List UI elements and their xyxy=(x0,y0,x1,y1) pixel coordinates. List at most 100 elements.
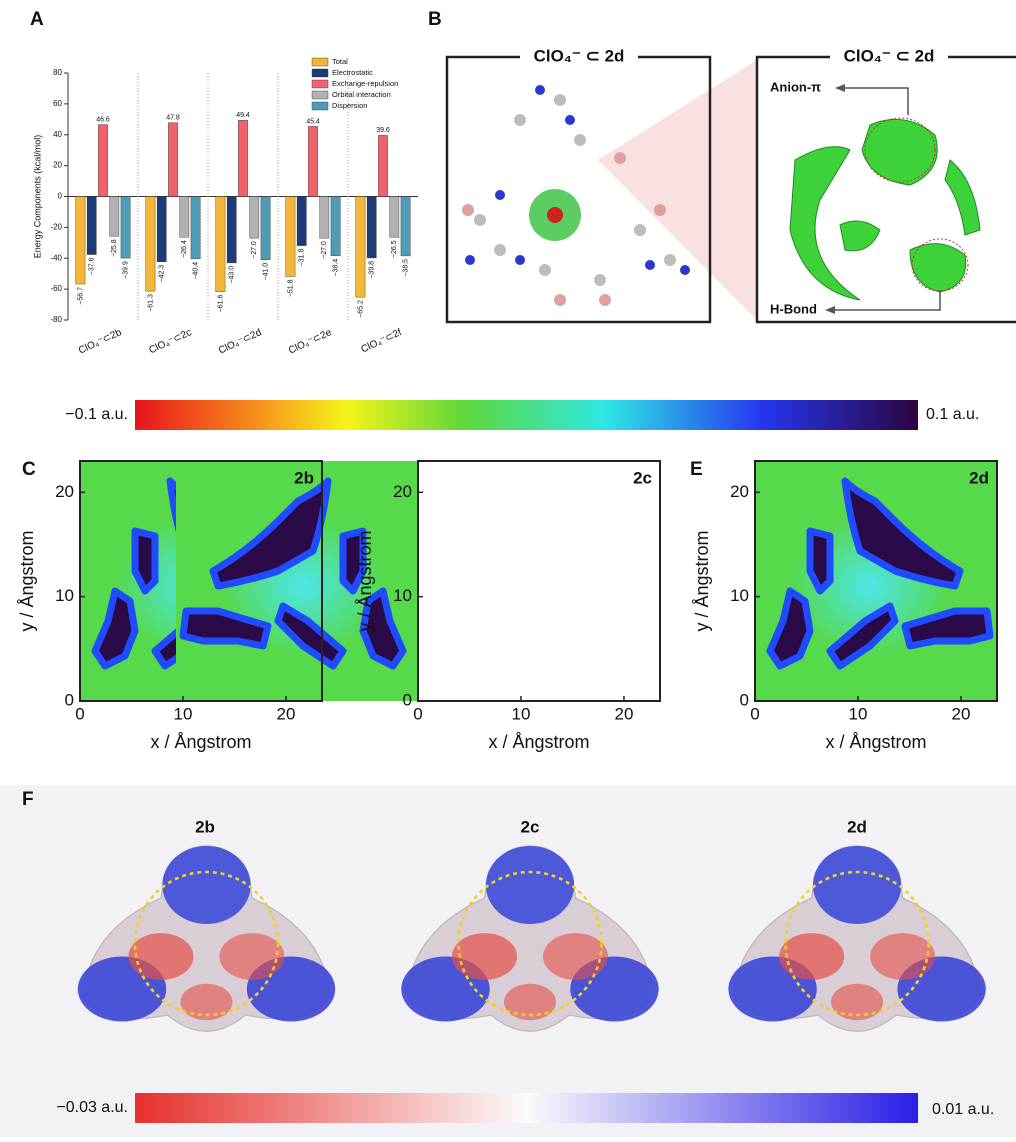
annotation: Anion-π xyxy=(770,79,821,94)
x-tick-label: ClO₄⁻⊂2e xyxy=(287,327,334,357)
bar xyxy=(286,197,295,277)
bar xyxy=(308,126,317,196)
bar xyxy=(157,197,166,262)
x-tick-label: 20 xyxy=(614,704,633,723)
map-label: 2b xyxy=(294,468,314,487)
value-label: −61.3 xyxy=(147,294,154,312)
y-tick-label: 80 xyxy=(53,68,62,77)
structure-label: 2d xyxy=(847,817,867,836)
x-tick-label: 10 xyxy=(174,704,193,723)
value-label: −61.6 xyxy=(217,294,224,312)
bar xyxy=(331,197,340,256)
x-tick-label: ClO₄⁻⊂2d xyxy=(217,327,263,356)
y-tick-label: 10 xyxy=(730,586,749,605)
value-label: 49.4 xyxy=(236,112,250,119)
colorbar xyxy=(135,400,918,430)
bar xyxy=(168,123,177,197)
box-title: ClO₄⁻ ⊂ 2d xyxy=(534,46,625,65)
value-label: −31.8 xyxy=(299,248,306,266)
bar xyxy=(87,197,96,255)
bar xyxy=(76,197,85,285)
value-label: −26.5 xyxy=(391,240,398,258)
value-label: 46.6 xyxy=(96,116,110,123)
value-label: −25.8 xyxy=(111,239,118,257)
box-title: ClO₄⁻ ⊂ 2d xyxy=(844,46,935,65)
value-label: 39.6 xyxy=(376,127,390,134)
map-label: 2c xyxy=(633,468,652,487)
colorbar-label: 0.01 a.u. xyxy=(932,1101,994,1118)
y-axis-label: y / Ångstrom xyxy=(17,530,37,631)
y-tick-label: 20 xyxy=(55,482,74,501)
value-label: −37.6 xyxy=(89,257,96,275)
y-tick-label: 20 xyxy=(53,161,62,170)
value-label: −65.2 xyxy=(357,300,364,318)
x-axis-label: x / Ångstrom xyxy=(150,732,251,752)
bar xyxy=(227,197,236,263)
y-tick-label: 60 xyxy=(53,99,62,108)
value-label: −39.9 xyxy=(122,261,129,279)
plot-frame xyxy=(418,461,660,701)
structure-label: 2c xyxy=(521,817,540,836)
legend-label: Dispersion xyxy=(332,101,367,110)
x-tick-label: 10 xyxy=(849,704,868,723)
value-label: 45.4 xyxy=(306,118,320,125)
bar xyxy=(250,197,259,239)
y-axis-label: Energy Components (kcal/mol) xyxy=(32,135,42,259)
bar xyxy=(378,135,387,196)
value-label: −38.4 xyxy=(332,259,339,277)
bar xyxy=(356,197,365,298)
x-axis-label: x / Ångstrom xyxy=(825,732,926,752)
map-label: 2d xyxy=(969,468,989,487)
legend-label: Electrostatic xyxy=(332,68,373,77)
value-label: −40.4 xyxy=(192,262,199,280)
y-tick-label: 0 xyxy=(403,690,412,709)
y-axis-label: y / Ångstrom xyxy=(692,530,712,631)
bar xyxy=(367,197,376,258)
panel-label: B xyxy=(428,9,442,30)
panel-label: C xyxy=(22,459,36,480)
structure-label: 2b xyxy=(195,817,215,836)
bar xyxy=(297,197,306,246)
bar xyxy=(191,197,200,259)
y-tick-label: 20 xyxy=(393,482,412,501)
bar xyxy=(390,197,399,238)
bar xyxy=(216,197,225,292)
y-tick-label: 10 xyxy=(393,586,412,605)
annotation: H-Bond xyxy=(770,301,817,316)
legend-label: Orbital interaction xyxy=(332,90,391,99)
y-tick-label: 0 xyxy=(740,690,749,709)
legend-swatch xyxy=(312,69,328,77)
isosurface xyxy=(790,119,980,300)
x-tick-label: 20 xyxy=(276,704,295,723)
bar xyxy=(98,125,107,197)
colorbar-label: −0.1 a.u. xyxy=(65,406,128,423)
value-label: −27.0 xyxy=(321,241,328,259)
panel-label: A xyxy=(30,9,44,30)
x-tick-label: 0 xyxy=(75,704,84,723)
panel-label: F xyxy=(22,789,34,810)
legend-label: Total xyxy=(332,57,348,66)
y-tick-label: 40 xyxy=(53,130,62,139)
bar xyxy=(180,197,189,238)
x-tick-label: 10 xyxy=(512,704,531,723)
colorbar xyxy=(135,1093,918,1123)
bar xyxy=(121,197,130,259)
y-tick-label: 0 xyxy=(58,192,63,201)
x-tick-label: ClO₄⁻⊂2b xyxy=(77,327,124,357)
figure: A B C D E ClO₄⁻ ⊂ 2d ClO₄⁻ ⊂ 2d Anion-π … xyxy=(0,0,1016,1137)
legend-swatch xyxy=(312,80,328,88)
y-tick-label: -20 xyxy=(50,222,62,231)
x-tick-label: ClO₄⁻⊂2c xyxy=(147,327,193,356)
legend-label: Exchange-repulsion xyxy=(332,79,398,88)
bar xyxy=(110,197,119,237)
y-tick-label: 20 xyxy=(730,482,749,501)
value-label: −41.0 xyxy=(262,263,269,281)
legend-swatch xyxy=(312,102,328,110)
colorbar-label: 0.1 a.u. xyxy=(926,406,979,423)
y-tick-label: -80 xyxy=(50,315,62,324)
y-tick-label: -40 xyxy=(50,253,62,262)
bar xyxy=(320,197,329,239)
map-field xyxy=(176,461,418,701)
x-tick-label: 0 xyxy=(413,704,422,723)
legend-swatch xyxy=(312,58,328,66)
